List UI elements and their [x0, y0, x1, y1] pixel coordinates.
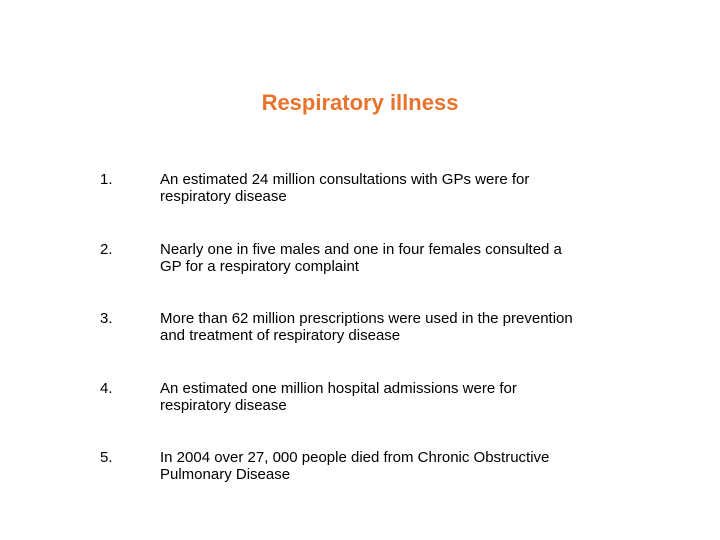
item-number: 3. — [100, 310, 160, 327]
list-item: 1. An estimated 24 million consultations… — [100, 171, 620, 206]
item-number: 5. — [100, 449, 160, 466]
list-item: 4. An estimated one million hospital adm… — [100, 380, 620, 415]
slide: Respiratory illness 1. An estimated 24 m… — [0, 0, 720, 540]
item-text: An estimated one million hospital admiss… — [160, 380, 580, 415]
item-number: 1. — [100, 171, 160, 188]
numbered-list: 1. An estimated 24 million consultations… — [100, 171, 620, 484]
list-item: 3. More than 62 million prescriptions we… — [100, 310, 620, 345]
list-item: 5. In 2004 over 27, 000 people died from… — [100, 449, 620, 484]
item-text: Nearly one in five males and one in four… — [160, 241, 580, 276]
slide-title: Respiratory illness — [100, 90, 620, 116]
item-text: An estimated 24 million consultations wi… — [160, 171, 580, 206]
item-number: 4. — [100, 380, 160, 397]
item-text: More than 62 million prescriptions were … — [160, 310, 580, 345]
list-item: 2. Nearly one in five males and one in f… — [100, 241, 620, 276]
item-number: 2. — [100, 241, 160, 258]
item-text: In 2004 over 27, 000 people died from Ch… — [160, 449, 580, 484]
